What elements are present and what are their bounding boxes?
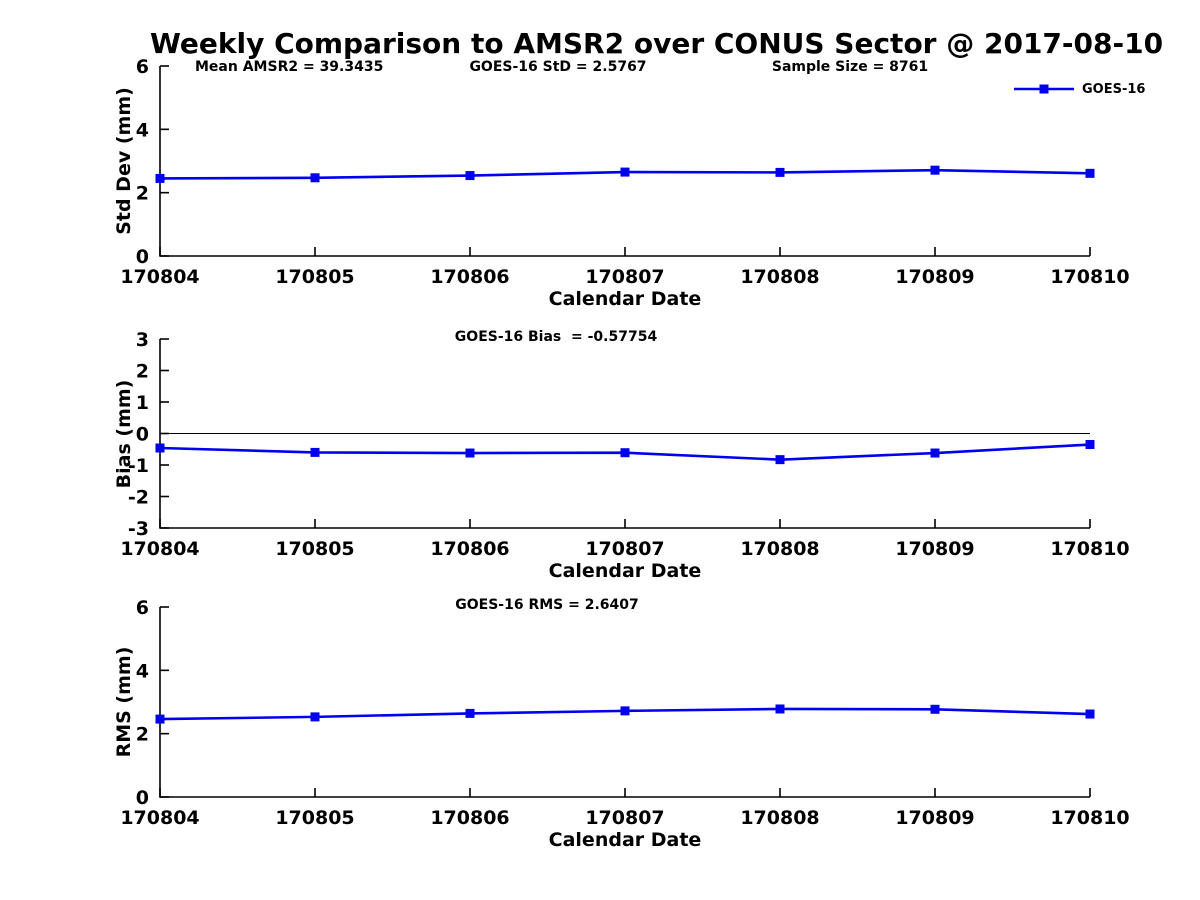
y-tick-label: -2 bbox=[128, 487, 149, 509]
x-tick-label: 170804 bbox=[120, 538, 199, 560]
data-point bbox=[930, 165, 940, 175]
y-tick-label: -1 bbox=[128, 455, 149, 477]
x-tick-label: 170807 bbox=[585, 538, 664, 560]
y-tick-label: 2 bbox=[136, 183, 149, 205]
y-tick-label: 6 bbox=[136, 56, 149, 78]
x-tick-label: 170805 bbox=[275, 266, 354, 288]
data-point bbox=[465, 708, 475, 718]
data-point bbox=[310, 712, 320, 722]
x-tick-label: 170804 bbox=[120, 266, 199, 288]
axes-rms bbox=[159, 607, 1090, 798]
x-tick-label: 170804 bbox=[120, 807, 199, 829]
x-tick-label: 170809 bbox=[895, 266, 974, 288]
y-axis-label-std-dev: Std Dev (mm) bbox=[113, 87, 135, 235]
y-tick-label: 0 bbox=[136, 787, 149, 809]
x-tick-label: 170809 bbox=[895, 538, 974, 560]
y-tick-label: 0 bbox=[136, 424, 149, 446]
data-point bbox=[310, 447, 320, 457]
data-point bbox=[465, 448, 475, 458]
y-tick-label: 2 bbox=[136, 724, 149, 746]
y-tick-label: 4 bbox=[136, 660, 149, 682]
legend: GOES-16 bbox=[1014, 81, 1145, 97]
x-tick-label: 170806 bbox=[430, 266, 509, 288]
x-tick-label: 170810 bbox=[1050, 266, 1129, 288]
x-tick-label: 170807 bbox=[585, 266, 664, 288]
annotation-mean-amsr2: Mean AMSR2 = 39.3435 bbox=[195, 59, 384, 75]
x-axis-label-2: Calendar Date bbox=[548, 560, 702, 582]
x-tick-label: 170808 bbox=[740, 266, 819, 288]
data-point bbox=[465, 171, 475, 181]
data-point bbox=[620, 448, 630, 458]
data-point bbox=[930, 704, 940, 714]
x-tick-label: 170805 bbox=[275, 538, 354, 560]
data-point bbox=[775, 167, 785, 177]
axes-std-dev bbox=[159, 66, 1090, 257]
data-point bbox=[155, 443, 165, 453]
annotation-goes16-rms: GOES-16 RMS = 2.6407 bbox=[455, 597, 639, 613]
annotation-sample-size: Sample Size = 8761 bbox=[771, 59, 929, 75]
y-tick-label: 0 bbox=[136, 246, 149, 268]
x-axis-label-1: Calendar Date bbox=[548, 288, 702, 310]
x-tick-label: 170808 bbox=[740, 807, 819, 829]
data-point bbox=[620, 706, 630, 716]
y-tick-label: 6 bbox=[136, 597, 149, 619]
data-point bbox=[1085, 440, 1095, 450]
data-point bbox=[1085, 709, 1095, 719]
y-tick-label: 2 bbox=[136, 361, 149, 383]
data-point bbox=[310, 173, 320, 183]
x-tick-label: 170808 bbox=[740, 538, 819, 560]
legend-label: GOES-16 bbox=[1082, 81, 1146, 97]
annotation-goes16-std: GOES-16 StD = 2.5767 bbox=[469, 59, 647, 75]
y-tick-label: -3 bbox=[128, 518, 149, 540]
data-point bbox=[1085, 168, 1095, 178]
y-tick-label: 4 bbox=[136, 119, 149, 141]
x-tick-label: 170805 bbox=[275, 807, 354, 829]
data-point bbox=[155, 173, 165, 183]
x-tick-label: 170809 bbox=[895, 807, 974, 829]
x-tick-label: 170806 bbox=[430, 538, 509, 560]
x-tick-label: 170810 bbox=[1050, 538, 1129, 560]
y-tick-label: 1 bbox=[136, 392, 149, 414]
legend-line-marker-icon bbox=[1014, 84, 1074, 94]
data-point bbox=[775, 704, 785, 714]
annotation-goes16-bias: GOES-16 Bias = -0.57754 bbox=[454, 329, 658, 345]
data-point bbox=[930, 448, 940, 458]
y-axis-label-rms: RMS (mm) bbox=[113, 646, 135, 758]
y-axis-label-bias: Bias (mm) bbox=[113, 379, 135, 489]
y-tick-label: 3 bbox=[136, 329, 149, 351]
data-point bbox=[620, 167, 630, 177]
x-tick-label: 170806 bbox=[430, 807, 509, 829]
data-point bbox=[155, 714, 165, 724]
figure-title: Weekly Comparison to AMSR2 over CONUS Se… bbox=[150, 27, 1164, 60]
data-point bbox=[775, 455, 785, 465]
x-tick-label: 170807 bbox=[585, 807, 664, 829]
x-axis-label-3: Calendar Date bbox=[548, 829, 702, 851]
x-tick-label: 170810 bbox=[1050, 807, 1129, 829]
